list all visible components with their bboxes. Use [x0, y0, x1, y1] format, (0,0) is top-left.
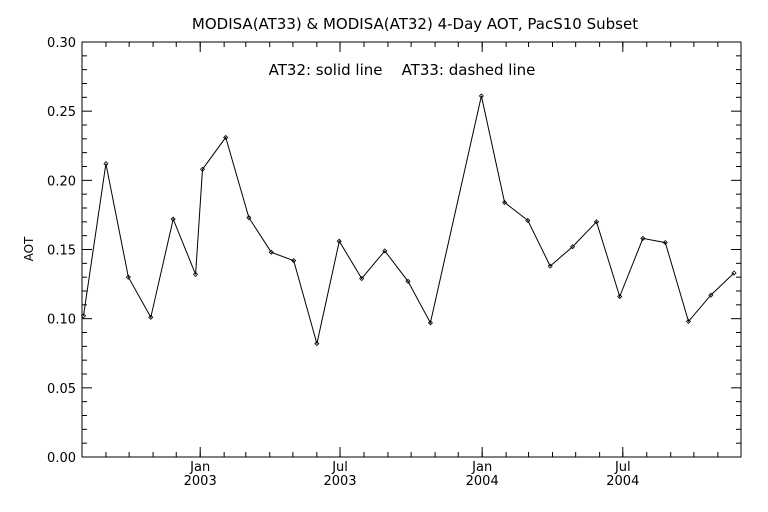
data-point [547, 263, 553, 269]
series-legend-annotation: AT32: solid line AT33: dashed line [269, 61, 536, 79]
data-point [268, 249, 274, 255]
data-point [640, 235, 646, 241]
y-tick-label: 0.20 [47, 174, 76, 189]
data-point [570, 244, 576, 250]
y-axis: 0.00 0.05 0.10 0.15 0.20 0.25 0.30 [47, 36, 741, 466]
data-point [593, 219, 600, 225]
y-tick-label: 0.30 [47, 36, 76, 51]
plot-frame [81, 41, 742, 458]
chart-title: MODISA(AT33) & MODISA(AT32) 4-Day AOT, P… [192, 15, 638, 33]
data-point [405, 278, 411, 284]
data-point [662, 240, 668, 246]
series-layer [80, 93, 737, 347]
data-point [502, 199, 508, 206]
data-point [291, 258, 297, 264]
data-point [223, 134, 229, 141]
data-point [478, 93, 484, 99]
data-point [708, 292, 714, 298]
data-point [125, 274, 131, 280]
data-point [382, 248, 388, 254]
data-point [617, 293, 623, 300]
data-point [685, 318, 692, 324]
x-tick-month-label: Jul [614, 460, 631, 475]
x-tick-year-label: 2004 [606, 474, 639, 489]
y-tick-label: 0.00 [47, 451, 76, 466]
data-point [199, 166, 206, 172]
x-tick-year-label: 2004 [466, 474, 499, 489]
y-tick-label: 0.15 [47, 244, 76, 259]
data-point [359, 275, 365, 282]
y-axis-label: AOT [22, 236, 36, 261]
data-point [170, 216, 176, 222]
data-point [80, 313, 87, 319]
data-point [246, 215, 252, 221]
x-tick-month-label: Jan [189, 460, 210, 475]
series-line-at32 [83, 95, 735, 344]
data-point [525, 217, 531, 224]
x-tick-year-label: 2003 [323, 474, 356, 489]
x-tick-year-label: 2003 [184, 474, 217, 489]
data-point [103, 161, 109, 167]
data-point [193, 271, 199, 277]
y-tick-label: 0.25 [47, 105, 76, 120]
data-point [427, 320, 433, 326]
y-tick-label: 0.10 [47, 313, 76, 328]
data-point [336, 238, 342, 244]
y-tick-label: 0.05 [47, 382, 76, 397]
data-point [314, 341, 320, 347]
x-tick-month-label: Jul [331, 460, 348, 475]
data-point [731, 270, 737, 276]
x-tick-month-label: Jan [471, 460, 492, 475]
data-point [148, 314, 154, 320]
